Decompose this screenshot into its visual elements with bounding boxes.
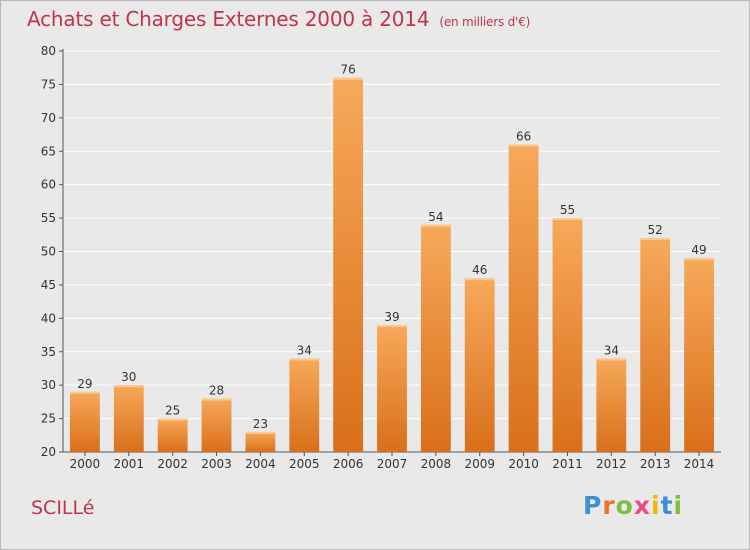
bar-highlight [640, 238, 671, 241]
x-tick-label: 2002 [157, 457, 188, 471]
logo-letter: r [602, 491, 616, 520]
data-label: 25 [165, 404, 180, 418]
x-tick-label: 2007 [377, 457, 408, 471]
y-tick-label: 25 [41, 412, 56, 426]
bar-2013 [640, 238, 671, 452]
logo-letter: t [660, 491, 674, 520]
data-label: 46 [472, 263, 487, 277]
x-tick-label: 2001 [114, 457, 145, 471]
bar-highlight [157, 418, 188, 421]
x-tick-label: 2014 [684, 457, 715, 471]
data-label: 34 [604, 343, 619, 357]
data-label: 28 [209, 384, 224, 398]
data-label: 34 [297, 343, 312, 357]
data-label: 39 [384, 310, 399, 324]
x-tick-label: 2012 [596, 457, 627, 471]
x-tick-label: 2008 [421, 457, 452, 471]
bar-2011 [552, 218, 583, 452]
bar-2006 [333, 77, 364, 452]
x-tick-label: 2003 [201, 457, 232, 471]
chart-title: Achats et Charges Externes 2000 à 2014 (e… [27, 7, 530, 31]
x-tick-label: 2010 [508, 457, 539, 471]
y-tick-label: 75 [41, 77, 56, 91]
bar-2008 [420, 224, 451, 452]
bar-highlight [113, 385, 144, 388]
bar-2004 [245, 431, 276, 452]
y-tick-label: 30 [41, 378, 56, 392]
bar-2000 [70, 391, 100, 452]
x-tick-label: 2005 [289, 457, 320, 471]
bars [70, 77, 714, 453]
bar-highlight [508, 144, 539, 147]
y-tick-label: 60 [41, 178, 56, 192]
chart-title-text: Achats et Charges Externes 2000 à 2014 [27, 7, 430, 31]
bar-2007 [377, 325, 407, 452]
data-label: 49 [691, 243, 706, 257]
bar-highlight [596, 358, 627, 361]
commune-name: SCILLé [31, 497, 95, 519]
bar-2014 [684, 258, 714, 452]
y-tick-label: 65 [41, 144, 56, 158]
data-label: 55 [560, 203, 575, 217]
data-label: 23 [253, 417, 268, 431]
x-tick-label: 2009 [464, 457, 495, 471]
y-tick-label: 35 [41, 345, 56, 359]
logo-letter: i [673, 491, 684, 520]
bar-highlight [684, 258, 714, 261]
x-tick-label: 2000 [70, 457, 101, 471]
logo-letter: x [633, 491, 651, 520]
proxiti-logo[interactable]: Proxiti [583, 491, 683, 520]
bar-2002 [157, 418, 188, 452]
x-tick-label: 2013 [640, 457, 671, 471]
logo-letter: o [615, 491, 634, 520]
data-label: 52 [648, 223, 663, 237]
bar-highlight [333, 77, 364, 80]
data-label: 54 [428, 210, 443, 224]
bar-2009 [464, 278, 495, 452]
bar-2012 [596, 358, 627, 452]
bar-highlight [245, 431, 276, 434]
x-tick-label: 2011 [552, 457, 583, 471]
bar-2005 [289, 358, 320, 452]
logo-letter: i [651, 491, 661, 520]
bar-highlight [201, 398, 232, 401]
data-label: 76 [340, 63, 355, 77]
y-tick-label: 40 [41, 311, 56, 325]
bar-highlight [552, 218, 583, 221]
bar-2010 [508, 144, 539, 453]
labels: 20 25 30 35 40 45 50 55 60 65 70 75 80 29 2000 30 2001 25… [41, 44, 715, 471]
data-label: 30 [121, 370, 136, 384]
x-tick-label: 2004 [245, 457, 276, 471]
y-tick-label: 50 [41, 245, 56, 259]
bar-highlight [289, 358, 320, 361]
chart-subtitle: (en milliers d'€) [439, 15, 531, 29]
y-tick-label: 20 [41, 445, 56, 459]
bar-highlight [464, 278, 495, 281]
data-label: 29 [77, 377, 92, 391]
logo-letter: P [583, 491, 603, 520]
bar-highlight [377, 325, 407, 328]
bar-highlight [420, 224, 451, 227]
y-tick-label: 70 [41, 111, 56, 125]
x-tick-label: 2006 [333, 457, 364, 471]
bar-2003 [201, 398, 232, 452]
y-tick-label: 45 [41, 278, 56, 292]
bar-highlight [70, 391, 100, 394]
y-tick-label: 80 [41, 44, 56, 58]
bar-2001 [113, 385, 144, 452]
y-tick-label: 55 [41, 211, 56, 225]
data-label: 66 [516, 130, 531, 144]
